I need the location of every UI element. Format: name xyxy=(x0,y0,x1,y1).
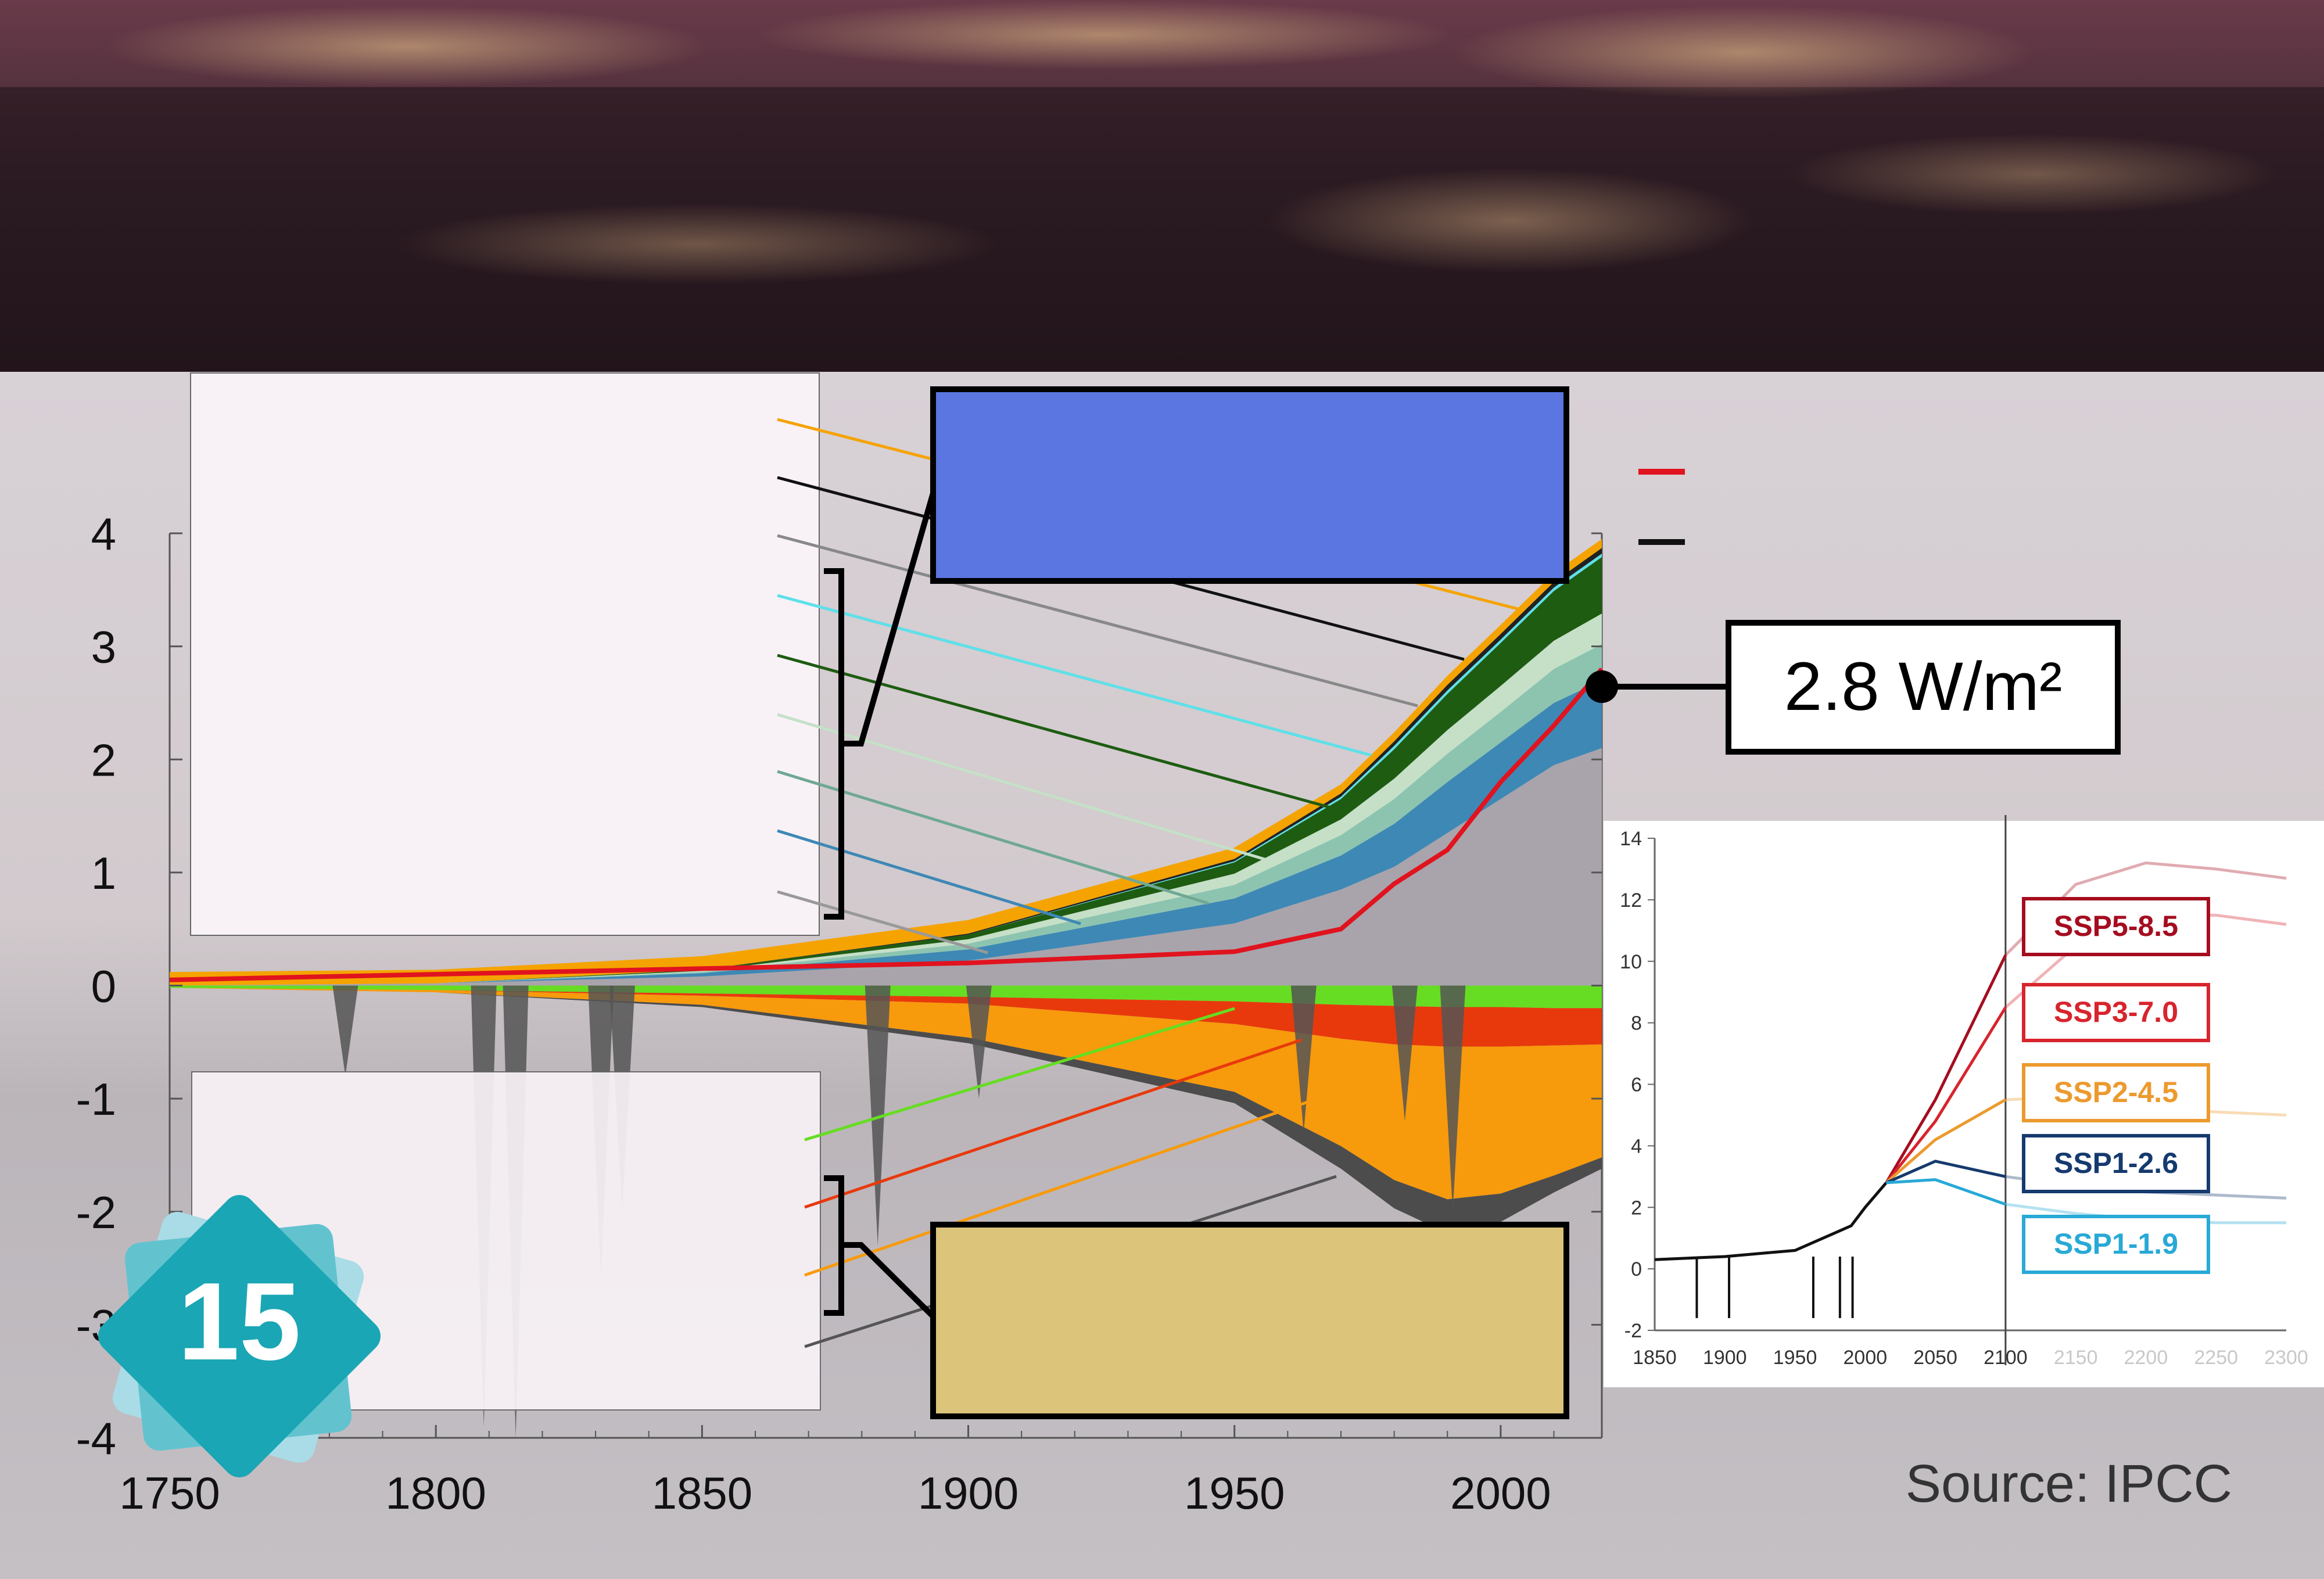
inset-y-label-1: 12 xyxy=(1620,889,1642,911)
x-tick-label-3: 1900 xyxy=(918,1467,1019,1519)
y-tick-label-5: -1 xyxy=(76,1074,116,1125)
ssp-legend-box-1 xyxy=(2022,983,2210,1042)
inset-series-line-3 xyxy=(1885,1160,2006,1185)
volcanic-spike-9 xyxy=(1440,985,1466,1212)
inset-background xyxy=(1604,821,2324,1387)
net-forcing-line xyxy=(169,667,1604,982)
source-credit: Source: IPCC xyxy=(1906,1454,2232,1513)
net-forcing-path xyxy=(169,667,1604,982)
ssp-legend-label-4: SSP1-1.9 xyxy=(2054,1228,2178,1260)
inset-y-label-3: 8 xyxy=(1631,1013,1642,1035)
cloud-highlights xyxy=(105,0,2278,285)
inset-series-line-4 xyxy=(1886,1178,2006,1206)
inset-series-line-1 xyxy=(1885,1006,2007,1184)
volcanic-spike-5 xyxy=(865,985,891,1246)
inset-series-line-2 xyxy=(1885,1098,2007,1184)
x-tick-label-5: 2000 xyxy=(1450,1467,1551,1519)
ssp-scenarios-chart: 14 12 10 8 6 4 2 0 -2 1850 1900 1950 2000 2050 2100 215… xyxy=(1604,815,2324,1387)
annotation-value: 2.8 W/m² xyxy=(1784,648,2063,725)
inset-x-label-1: 1900 xyxy=(1703,1347,1747,1369)
ssp-legend-label-0: SSP5-8.5 xyxy=(2054,910,2178,942)
inset-x-label-5: 2100 xyxy=(1984,1347,2028,1369)
inset-x-label-4: 2050 xyxy=(1913,1347,1957,1369)
y-tick-label-8: -4 xyxy=(76,1413,116,1464)
inset-x-label-0: 1850 xyxy=(1633,1347,1677,1369)
ssp-legend-box-0 xyxy=(2022,897,2210,956)
inset-x-label-2: 1950 xyxy=(1773,1347,1817,1369)
inset-y-label-8: -2 xyxy=(1624,1320,1642,1342)
volcanic-spike-7 xyxy=(1290,985,1317,1133)
inset-y-label-0: 14 xyxy=(1620,828,1642,850)
negative-area-1 xyxy=(170,988,1602,1047)
x-tick-label-1: 1800 xyxy=(385,1467,486,1519)
y-tick-label-0: 4 xyxy=(91,508,116,559)
y-tick-label-4: 0 xyxy=(91,961,116,1012)
inset-y-label-6: 2 xyxy=(1631,1197,1642,1219)
volcanic-spike-8 xyxy=(1391,985,1418,1122)
inset-x-label-8: 2250 xyxy=(2194,1347,2238,1369)
inset-series-line-0 xyxy=(1885,954,2007,1184)
annotation-box xyxy=(1726,620,2121,755)
slide-number-badge: 15 xyxy=(98,1195,381,1477)
x-tick-label-2: 1850 xyxy=(652,1467,753,1519)
inset-y-label-2: 10 xyxy=(1620,951,1642,973)
y-tick-label-2: 2 xyxy=(91,734,116,785)
ssp-legend-label-2: SSP2-4.5 xyxy=(2054,1076,2178,1108)
inset-ticks: 14 12 10 8 6 4 2 0 -2 1850 1900 1950 2000 2050 2100 215… xyxy=(1620,828,2308,1369)
volcanic-spike-6 xyxy=(966,985,992,1099)
dark-banner-band xyxy=(0,87,2324,372)
y-tick-label-6: -2 xyxy=(76,1187,116,1238)
y-tick-label-1: 3 xyxy=(91,622,116,673)
ssp-legend-label-1: SSP3-7.0 xyxy=(2054,996,2178,1028)
negative-bracket xyxy=(824,1175,938,1321)
inset-y-label-4: 6 xyxy=(1631,1074,1642,1096)
volcanic-spike-0 xyxy=(332,985,358,1076)
negative-forcing-box xyxy=(930,1222,1569,1419)
ssp-legend-box-2 xyxy=(2022,1063,2210,1122)
inset-y-label-7: 0 xyxy=(1631,1258,1642,1280)
positive-forcing-box xyxy=(930,386,1569,584)
ssp-legend-label-3: SSP1-2.6 xyxy=(2054,1147,2178,1179)
ssp-legend-box-3 xyxy=(2022,1134,2210,1193)
positive-legend-panel xyxy=(190,372,820,936)
positive-area-1 xyxy=(170,680,1602,986)
positive-bracket xyxy=(824,484,938,920)
negative-area-3 xyxy=(170,988,1602,1233)
inset-x-label-6: 2150 xyxy=(2054,1347,2098,1369)
y-tick-label-3: 1 xyxy=(91,848,116,899)
positive-area-0 xyxy=(170,748,1602,986)
inset-x-label-9: 2300 xyxy=(2264,1347,2308,1369)
inset-x-label-7: 2200 xyxy=(2124,1347,2168,1369)
ssp-legend: SSP5-8.5 SSP3-7.0 SSP2-4.5 SSP1-2.6 SSP1-1.9 xyxy=(2022,897,2210,1274)
x-tick-label-0: 1750 xyxy=(119,1467,220,1519)
inset-historical-line xyxy=(1654,1182,1888,1261)
x-tick-label-4: 1950 xyxy=(1184,1467,1285,1519)
ssp-legend-box-4 xyxy=(2022,1215,2210,1274)
slide-number: 15 xyxy=(178,1260,300,1383)
negative-area-2 xyxy=(170,988,1602,1200)
inset-x-label-3: 2000 xyxy=(1844,1347,1888,1369)
inset-y-label-5: 4 xyxy=(1631,1135,1642,1157)
